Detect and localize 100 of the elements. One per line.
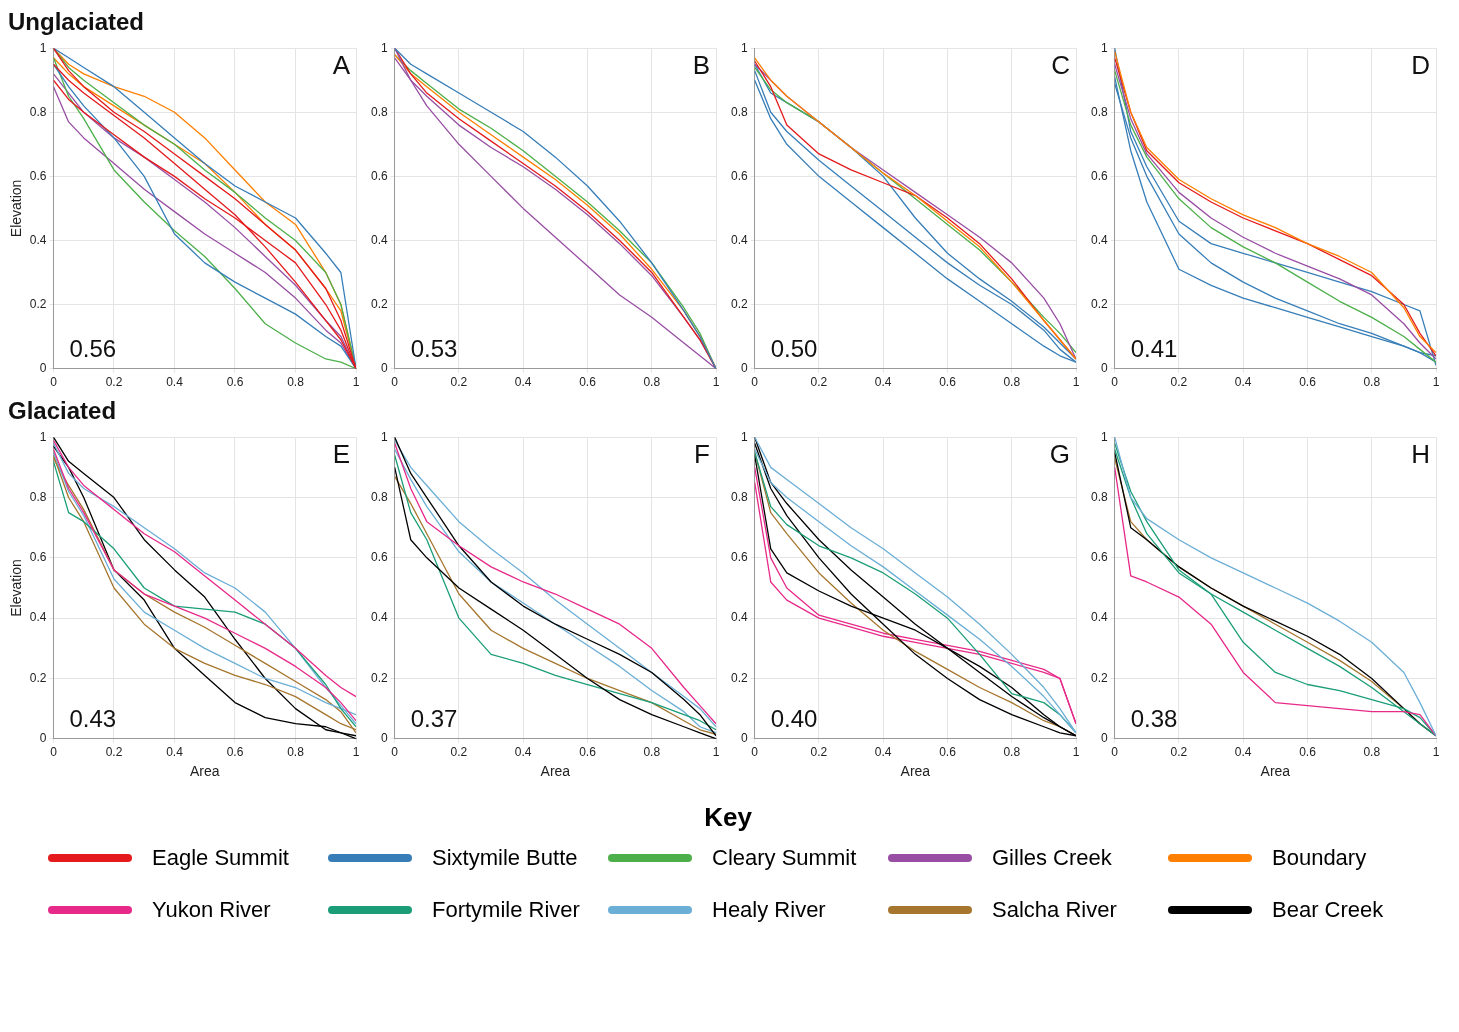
y-tick-label: 0.6 xyxy=(1090,168,1108,183)
x-tick-label: 1 xyxy=(1432,745,1440,760)
x-tick-label: 0.2 xyxy=(810,375,828,390)
y-tick-label: 1 xyxy=(380,40,388,55)
y-tick-label: 0.2 xyxy=(29,670,47,685)
x-tick-label: 0.2 xyxy=(105,745,123,760)
x-tick-label: 0.6 xyxy=(226,375,244,390)
x-tick-label: 0.2 xyxy=(105,375,123,390)
annotation: 0.41 xyxy=(1130,335,1178,363)
x-tick-label: 0.2 xyxy=(1170,745,1188,760)
x-tick-label: 0.4 xyxy=(874,745,892,760)
y-tick-label: 1 xyxy=(740,429,748,444)
x-tick-label: 0 xyxy=(391,375,399,390)
annotation: A xyxy=(332,50,351,81)
y-tick-label: 0.4 xyxy=(29,610,47,625)
x-tick-label: 0.8 xyxy=(1003,745,1021,760)
annotation: 0.56 xyxy=(69,335,117,363)
x-tick-label: 0.6 xyxy=(579,375,597,390)
x-tick-label: 0 xyxy=(1111,745,1119,760)
y-tick-label: 1 xyxy=(39,40,47,55)
y-tick-label: 0.4 xyxy=(1090,610,1108,625)
y-tick-label: 0.6 xyxy=(370,168,388,183)
annotation: 0.38 xyxy=(1130,705,1178,733)
y-tick-label: 0.6 xyxy=(730,550,748,565)
x-tick-label: 0.6 xyxy=(226,745,244,760)
category-label: Cleary Summit xyxy=(712,845,857,871)
x-tick-label: 1 xyxy=(352,745,360,760)
x-tick-label: 0.8 xyxy=(1003,375,1021,390)
x-tick-label: 1 xyxy=(712,745,720,760)
y-tick-label: 0.6 xyxy=(730,168,748,183)
y-tick-label: 0.2 xyxy=(730,296,748,311)
x-tick-label: 0.4 xyxy=(166,375,184,390)
y-axis-title: Elevation xyxy=(8,559,25,617)
y-tick-label: 0 xyxy=(740,360,748,375)
annotation: 0.37 xyxy=(410,705,458,733)
text: Key xyxy=(703,802,753,833)
x-tick-label: 0.4 xyxy=(514,375,532,390)
y-tick-label: 0 xyxy=(380,731,388,746)
annotation: C xyxy=(1051,50,1070,81)
x-axis-title: Area xyxy=(1260,763,1291,780)
annotation: B xyxy=(692,50,710,81)
y-tick-label: 0.6 xyxy=(1090,550,1108,565)
x-tick-label: 0 xyxy=(50,745,58,760)
y-tick-label: 0.8 xyxy=(1090,104,1108,119)
x-tick-label: 0.4 xyxy=(166,745,184,760)
y-tick-label: 0.2 xyxy=(1090,296,1108,311)
y-tick-label: 0.2 xyxy=(1090,670,1108,685)
y-tick-label: 0.8 xyxy=(730,489,748,504)
x-tick-label: 0.8 xyxy=(287,745,305,760)
y-tick-label: 0 xyxy=(740,731,748,746)
annotation: G xyxy=(1049,439,1070,470)
x-tick-label: 0.6 xyxy=(939,375,957,390)
x-axis-title: Area xyxy=(189,763,220,780)
x-axis-title: Area xyxy=(540,763,571,780)
y-tick-label: 1 xyxy=(1100,429,1108,444)
annotation: H xyxy=(1411,439,1430,470)
y-tick-label: 0 xyxy=(39,731,47,746)
x-tick-label: 0.2 xyxy=(1170,375,1188,390)
y-tick-label: 0.4 xyxy=(370,610,388,625)
x-tick-label: 1 xyxy=(712,375,720,390)
y-tick-label: 0.2 xyxy=(370,670,388,685)
y-tick-label: 0.4 xyxy=(730,610,748,625)
x-tick-label: 0.4 xyxy=(874,375,892,390)
x-tick-label: 1 xyxy=(1072,375,1080,390)
y-tick-label: 0.4 xyxy=(730,232,748,247)
x-tick-label: 1 xyxy=(352,375,360,390)
x-tick-label: 0.4 xyxy=(1234,745,1252,760)
y-tick-label: 0.8 xyxy=(730,104,748,119)
annotation: D xyxy=(1411,50,1430,81)
y-tick-label: 0.4 xyxy=(29,232,47,247)
x-tick-label: 0 xyxy=(50,375,58,390)
y-tick-label: 1 xyxy=(740,40,748,55)
chart-title: Glaciated xyxy=(8,397,117,424)
x-tick-label: 0.8 xyxy=(1363,745,1381,760)
y-tick-label: 0.4 xyxy=(1090,232,1108,247)
x-tick-label: 1 xyxy=(1432,375,1440,390)
x-tick-label: 0.6 xyxy=(1299,375,1317,390)
y-tick-label: 0.2 xyxy=(29,296,47,311)
y-tick-label: 0 xyxy=(1100,731,1108,746)
category-label: Sixtymile Butte xyxy=(432,845,578,871)
y-tick-label: 0.2 xyxy=(370,296,388,311)
y-axis-title: Elevation xyxy=(8,179,25,238)
chart-title: Unglaciated xyxy=(8,8,145,35)
y-tick-label: 1 xyxy=(39,429,47,444)
x-tick-label: 0.6 xyxy=(1299,745,1317,760)
y-tick-label: 0.8 xyxy=(29,489,47,504)
category-label: Gilles Creek xyxy=(992,845,1112,871)
annotation: 0.53 xyxy=(410,335,458,363)
x-axis-title: Area xyxy=(900,763,931,780)
y-tick-label: 0.8 xyxy=(1090,489,1108,504)
y-tick-label: 1 xyxy=(1100,40,1108,55)
x-tick-label: 0.6 xyxy=(939,745,957,760)
y-tick-label: 0.4 xyxy=(370,232,388,247)
x-tick-label: 1 xyxy=(1072,745,1080,760)
x-tick-label: 0.4 xyxy=(1234,375,1252,390)
annotation: F xyxy=(694,439,710,470)
y-tick-label: 0.8 xyxy=(29,104,47,119)
y-tick-label: 0.8 xyxy=(370,104,388,119)
x-tick-label: 0.8 xyxy=(643,745,661,760)
category-label: Salcha River xyxy=(992,897,1117,923)
